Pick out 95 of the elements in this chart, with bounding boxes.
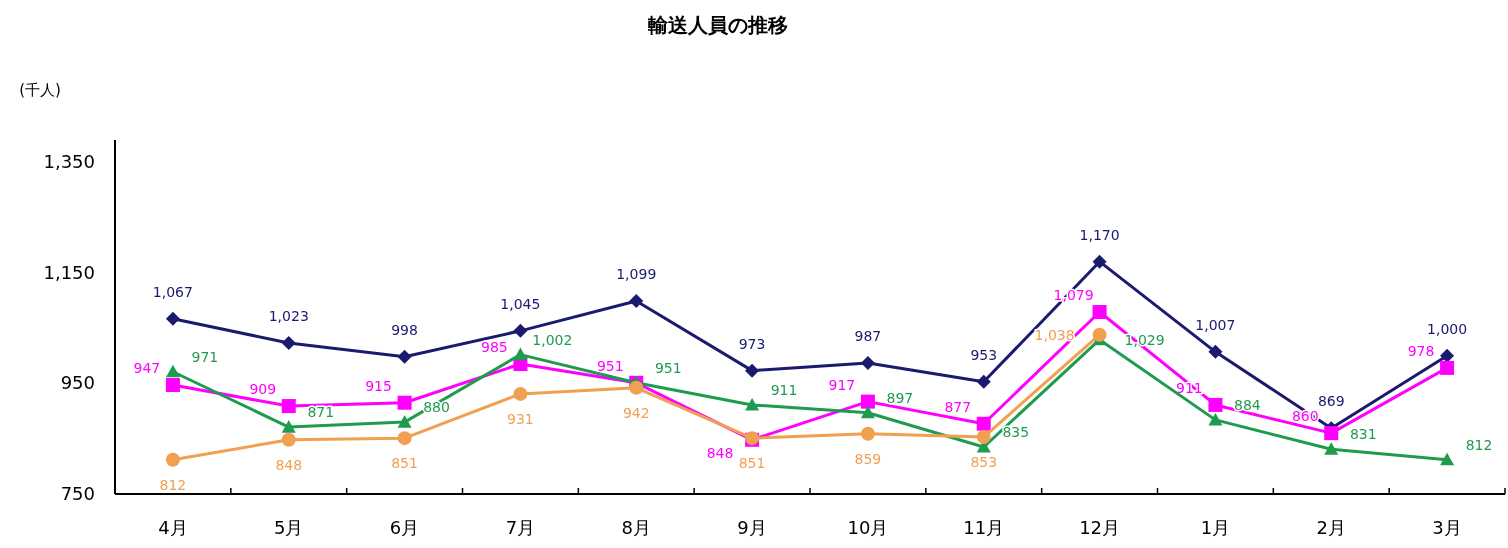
data-label: 985	[481, 339, 508, 356]
point	[165, 378, 180, 393]
point	[860, 426, 875, 441]
y-tick-label: 1,150	[43, 261, 95, 283]
point	[1440, 452, 1455, 466]
point	[281, 420, 296, 433]
x-tick-label: 2月	[1316, 517, 1346, 538]
data-label: 951	[654, 359, 682, 376]
point	[629, 380, 644, 395]
point	[513, 386, 528, 401]
y-axis-title: (千人)	[19, 81, 61, 99]
data-label: 897	[886, 389, 914, 406]
data-label: 998	[391, 321, 418, 338]
data-label: 917	[828, 376, 856, 393]
point	[745, 397, 760, 411]
data-label: 971	[191, 348, 219, 365]
data-label: 1,067	[152, 283, 193, 300]
point	[1440, 348, 1455, 363]
x-tick-label: 12月	[1079, 517, 1121, 538]
data-label: 1,023	[268, 308, 309, 324]
data-label: 848	[706, 444, 734, 461]
x-tick-label: 5月	[274, 517, 304, 538]
data-label: 978	[1407, 342, 1435, 359]
point	[1092, 254, 1107, 269]
data-label: 812	[1465, 436, 1493, 453]
point	[165, 452, 180, 467]
point	[976, 374, 991, 389]
point	[513, 323, 528, 338]
data-label: 884	[1234, 396, 1261, 413]
point	[281, 336, 296, 350]
data-label: 851	[738, 455, 766, 472]
point	[1208, 412, 1223, 426]
point	[165, 311, 180, 326]
data-label: 848	[275, 456, 303, 473]
x-tick-label: 10月	[847, 517, 889, 538]
data-label: 831	[1349, 426, 1377, 443]
point	[513, 347, 528, 361]
point	[629, 293, 644, 308]
point	[860, 394, 875, 409]
point	[1208, 397, 1223, 412]
data-label: 1,000	[1427, 320, 1468, 337]
data-label: 931	[507, 410, 534, 427]
data-label: 1,007	[1195, 316, 1236, 333]
point	[397, 395, 412, 410]
point	[397, 415, 412, 428]
data-label: 1,045	[500, 295, 541, 312]
data-label: 871	[307, 404, 335, 421]
point	[1324, 442, 1339, 455]
y-tick-label: 950	[60, 372, 95, 394]
point	[1092, 327, 1107, 342]
data-label: 911	[770, 381, 798, 398]
x-tick-label: 4月	[158, 517, 188, 538]
data-label: 1,170	[1079, 226, 1120, 243]
point	[1208, 344, 1223, 359]
data-label: 953	[970, 346, 998, 363]
data-label: 877	[944, 398, 972, 415]
point	[976, 416, 991, 431]
point	[1092, 305, 1107, 320]
data-label: 1,099	[616, 265, 657, 282]
point	[281, 399, 296, 414]
point	[860, 405, 875, 419]
data-label: 851	[391, 455, 418, 472]
x-tick-label: 6月	[389, 517, 420, 538]
x-tick-label: 7月	[505, 517, 536, 538]
data-label: 812	[159, 476, 187, 493]
point	[165, 364, 180, 378]
data-label: 951	[596, 357, 624, 374]
data-label: 987	[854, 327, 882, 344]
y-tick-label: 750	[60, 483, 95, 504]
data-label: 909	[249, 381, 277, 398]
point	[745, 363, 760, 378]
x-tick-label: 11月	[963, 517, 1005, 538]
point	[976, 430, 991, 445]
x-tick-label: 9月	[737, 517, 767, 538]
data-label: 942	[622, 404, 650, 421]
data-label: 869	[1317, 393, 1345, 410]
x-tick-label: 1月	[1200, 517, 1231, 538]
point	[1324, 426, 1339, 441]
data-label: 835	[1002, 423, 1030, 440]
data-label: 853	[970, 454, 998, 471]
data-label: 947	[133, 360, 161, 377]
data-label: 973	[738, 335, 766, 352]
y-tick-label: 1,350	[43, 151, 95, 173]
point	[397, 431, 412, 446]
data-label: 859	[854, 450, 882, 467]
data-label: 915	[365, 377, 392, 394]
point	[397, 349, 412, 364]
x-tick-label: 3月	[1432, 517, 1462, 538]
point	[1440, 360, 1455, 375]
point	[281, 432, 296, 447]
data-label: 1,002	[532, 331, 573, 348]
chart-title: 輸送人員の推移	[647, 13, 788, 37]
point	[860, 355, 875, 370]
x-tick-label: 8月	[621, 517, 651, 538]
data-label: 1,038	[1034, 326, 1075, 343]
